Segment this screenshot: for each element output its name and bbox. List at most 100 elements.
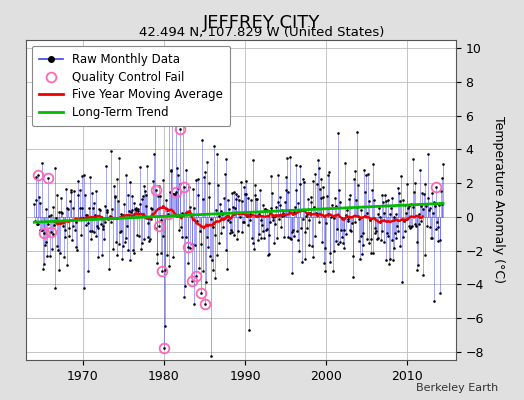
Point bbox=[283, 233, 292, 240]
Point bbox=[40, 230, 49, 236]
Point bbox=[97, 252, 106, 258]
Point bbox=[362, 172, 370, 179]
Point bbox=[115, 240, 124, 247]
Point bbox=[390, 244, 399, 251]
Point bbox=[384, 197, 392, 203]
Point bbox=[377, 228, 386, 234]
Point bbox=[60, 254, 68, 260]
Point bbox=[272, 235, 281, 242]
Point bbox=[110, 183, 118, 190]
Point bbox=[47, 211, 56, 218]
Point bbox=[184, 244, 192, 250]
Point bbox=[372, 225, 380, 232]
Point bbox=[239, 219, 248, 225]
Point bbox=[406, 225, 414, 231]
Point bbox=[190, 300, 198, 307]
Point bbox=[155, 183, 163, 189]
Point bbox=[393, 222, 401, 229]
Point bbox=[123, 192, 132, 198]
Point bbox=[359, 241, 367, 248]
Point bbox=[274, 199, 282, 205]
Point bbox=[92, 188, 100, 194]
Point bbox=[206, 253, 214, 259]
Point bbox=[289, 227, 297, 233]
Point bbox=[301, 229, 309, 235]
Point bbox=[370, 230, 379, 236]
Point bbox=[260, 235, 268, 242]
Point bbox=[97, 220, 105, 227]
Point bbox=[193, 191, 202, 198]
Point bbox=[48, 204, 57, 211]
Point bbox=[232, 191, 240, 198]
Point bbox=[153, 260, 161, 266]
Point bbox=[354, 216, 363, 222]
Point bbox=[403, 180, 411, 187]
Point bbox=[310, 204, 318, 210]
Point bbox=[185, 245, 194, 251]
Point bbox=[113, 252, 122, 258]
Point bbox=[234, 193, 243, 199]
Point bbox=[215, 240, 224, 246]
Point bbox=[168, 104, 176, 110]
Point bbox=[205, 180, 213, 186]
Point bbox=[50, 284, 59, 291]
Point bbox=[437, 188, 445, 195]
Point bbox=[163, 207, 171, 213]
Point bbox=[87, 236, 95, 242]
Point bbox=[74, 178, 82, 184]
Point bbox=[244, 221, 253, 228]
Point bbox=[170, 191, 178, 198]
Point bbox=[317, 176, 325, 182]
Point bbox=[361, 188, 369, 195]
Point bbox=[328, 213, 336, 220]
Point bbox=[324, 210, 332, 217]
Point bbox=[420, 191, 428, 197]
Point bbox=[73, 192, 82, 199]
Point bbox=[164, 211, 172, 217]
Point bbox=[305, 216, 313, 223]
Point bbox=[196, 290, 205, 296]
Point bbox=[38, 160, 47, 166]
Point bbox=[58, 210, 66, 216]
Point bbox=[82, 222, 91, 228]
Point bbox=[161, 323, 170, 330]
Point bbox=[358, 250, 366, 257]
Point bbox=[291, 204, 299, 210]
Point bbox=[307, 193, 315, 200]
Point bbox=[344, 215, 352, 222]
Point bbox=[375, 214, 384, 220]
Point bbox=[366, 217, 374, 224]
Point bbox=[330, 215, 338, 221]
Point bbox=[358, 230, 367, 236]
Point bbox=[169, 191, 178, 198]
Point bbox=[423, 223, 431, 229]
Point bbox=[179, 294, 188, 300]
Point bbox=[128, 193, 136, 199]
Point bbox=[119, 242, 128, 249]
Point bbox=[339, 240, 347, 247]
Point bbox=[45, 212, 53, 219]
Point bbox=[180, 184, 189, 190]
Point bbox=[306, 209, 314, 216]
Point bbox=[80, 172, 88, 178]
Point bbox=[195, 228, 204, 234]
Point bbox=[247, 197, 255, 203]
Point bbox=[405, 203, 413, 209]
Point bbox=[332, 202, 340, 209]
Point bbox=[160, 267, 169, 274]
Point bbox=[91, 212, 100, 218]
Point bbox=[363, 210, 371, 216]
Point bbox=[373, 211, 381, 217]
Point bbox=[381, 192, 389, 198]
Point bbox=[34, 172, 42, 178]
Point bbox=[284, 189, 292, 196]
Point bbox=[124, 247, 133, 253]
Point bbox=[188, 278, 196, 284]
Point bbox=[259, 228, 268, 234]
Point bbox=[210, 142, 218, 149]
Point bbox=[144, 234, 152, 240]
Point bbox=[421, 181, 430, 187]
Point bbox=[333, 241, 342, 247]
Point bbox=[131, 206, 139, 212]
Point bbox=[225, 206, 233, 212]
